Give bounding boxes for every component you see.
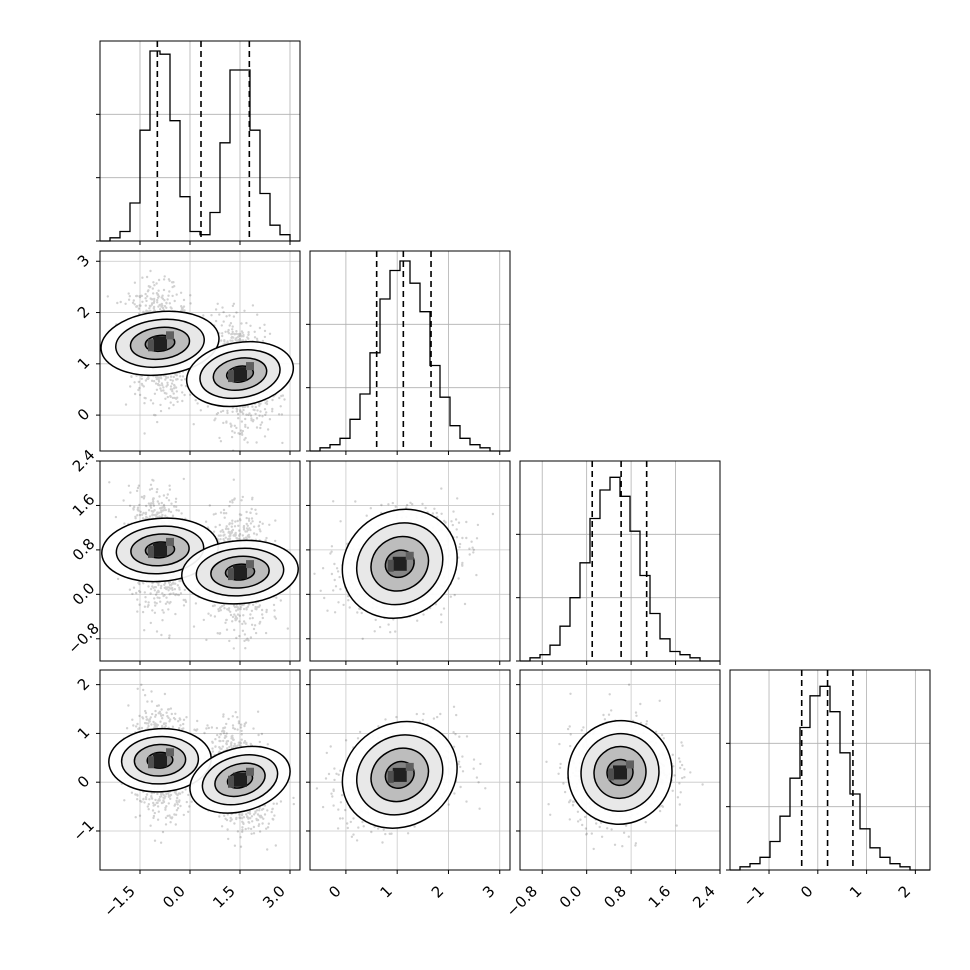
density-cell [246, 362, 254, 371]
scatter-panel-2-0 [96, 460, 301, 665]
density-cell [166, 331, 174, 340]
hist-panel-3 [726, 669, 931, 874]
density-peak [153, 336, 167, 351]
hist-panel-2 [516, 460, 721, 665]
density-peak [392, 767, 407, 782]
histogram-step [310, 260, 510, 452]
panel-body [310, 670, 510, 870]
density-cell [608, 768, 614, 781]
panel-body [100, 251, 300, 451]
density-cell [166, 537, 174, 546]
density-cell [387, 770, 394, 783]
density-cell [148, 339, 154, 352]
scatter-panel-2-1 [306, 460, 511, 665]
scatter-panel-3-0 [96, 669, 301, 874]
density-cell [166, 748, 174, 757]
hist-frame [519, 460, 721, 662]
scatter-frame [99, 669, 301, 871]
density-cell [246, 560, 254, 569]
hist-frame [729, 669, 931, 871]
density-peak [233, 772, 247, 787]
density-cell [246, 767, 254, 776]
density-cell [405, 762, 414, 771]
density-cell [228, 370, 234, 383]
histogram-step [730, 685, 930, 871]
scatter-panel-3-1 [306, 669, 511, 874]
hist-panel-0 [96, 40, 301, 245]
histogram-step [100, 50, 300, 242]
scatter-panel-1-0 [96, 250, 301, 455]
density-peak [153, 542, 167, 557]
panel-body [100, 670, 300, 870]
hist-frame [309, 250, 511, 452]
scatter-frame [309, 460, 511, 662]
scatter-frame [519, 669, 721, 871]
scatter-frame [309, 669, 511, 871]
panel-body [100, 461, 300, 661]
scatter-panel-3-2 [516, 669, 721, 874]
scatter-frame [99, 250, 301, 452]
density-cell [228, 775, 234, 788]
hist-panel-1 [306, 250, 511, 455]
density-peak [153, 753, 167, 768]
density-cell [626, 760, 634, 769]
hist-frame [99, 40, 301, 242]
density-cell [387, 559, 394, 572]
density-cell [228, 568, 234, 581]
density-peak [613, 765, 627, 780]
density-cell [148, 756, 154, 769]
panel-body [310, 461, 510, 661]
histogram-step [520, 476, 720, 662]
density-cell [148, 545, 154, 558]
density-peak [233, 367, 247, 382]
density-peak [233, 565, 247, 580]
scatter-frame [99, 460, 301, 662]
panel-body [520, 670, 720, 870]
density-peak [392, 556, 407, 571]
density-cell [405, 551, 414, 560]
